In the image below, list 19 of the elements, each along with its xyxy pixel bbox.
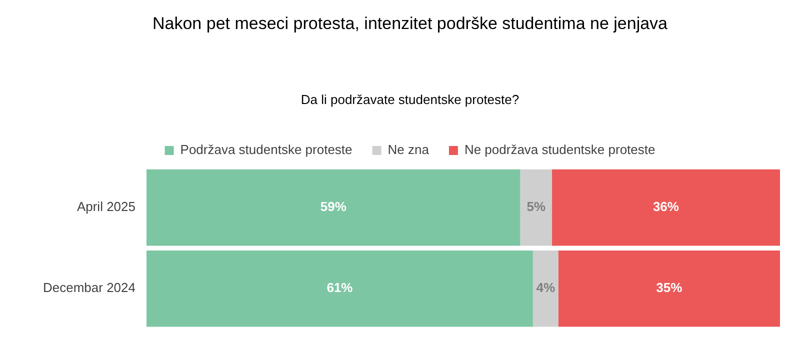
data-label: 61%: [326, 280, 354, 296]
data-label: 5%: [526, 199, 546, 214]
y-tick-label: Decembar 2024: [43, 280, 136, 296]
chart-title: Nakon pet meseci protesta, intenzitet podrške studentima ne jenjava: [152, 14, 668, 33]
bar: [520, 169, 552, 246]
legend-label: Ne podržava studentske proteste: [464, 142, 656, 158]
legend-label: Ne zna: [388, 142, 430, 158]
data-label: 36%: [652, 199, 680, 214]
y-tick-label: April 2025: [76, 199, 136, 214]
legend-label: Podržava studentske proteste: [180, 142, 352, 158]
bar: [532, 250, 558, 327]
data-label: 59%: [320, 199, 347, 214]
chart-subtitle: Da li podržavate studentske proteste?: [300, 92, 520, 107]
data-label: 35%: [656, 280, 683, 296]
bar: [558, 250, 780, 327]
data-label: 4%: [536, 280, 556, 296]
bar: [146, 250, 533, 327]
bar: [146, 169, 520, 246]
bar: [552, 169, 780, 246]
